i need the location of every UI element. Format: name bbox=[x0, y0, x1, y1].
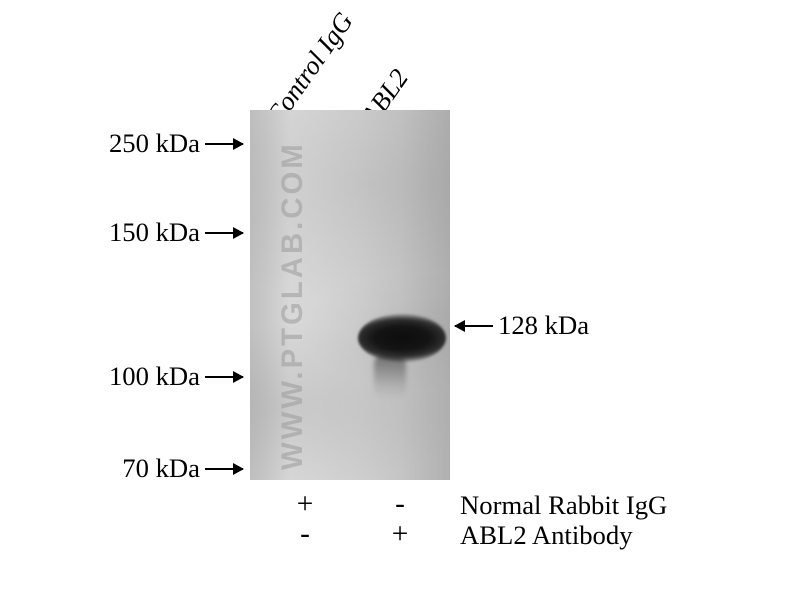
marker-100: 100 kDa bbox=[100, 361, 200, 392]
band-abl2-tail bbox=[374, 354, 406, 398]
marker-70-arrow bbox=[205, 468, 243, 470]
watermark-text: WWW.PTGLAB.COM bbox=[276, 141, 310, 470]
cond-label-r2: ABL2 Antibody bbox=[460, 520, 633, 551]
cond-sign-r1c1: + bbox=[285, 488, 325, 521]
observed-arrow bbox=[455, 325, 493, 327]
marker-150-arrow bbox=[205, 232, 243, 234]
cond-sign-r2c2: + bbox=[380, 518, 420, 551]
marker-100-arrow bbox=[205, 376, 243, 378]
cond-label-r1: Normal Rabbit IgG bbox=[460, 490, 667, 521]
cond-sign-r1c2: - bbox=[380, 488, 420, 521]
blot-membrane: WWW.PTGLAB.COM bbox=[250, 110, 450, 480]
marker-250-arrow bbox=[205, 143, 243, 145]
figure-container: Control IgG ABL2 WWW.PTGLAB.COM 250 kDa … bbox=[60, 10, 740, 590]
marker-70: 70 kDa bbox=[100, 453, 200, 484]
marker-150: 150 kDa bbox=[100, 217, 200, 248]
cond-sign-r2c1: - bbox=[285, 518, 325, 551]
observed-label: 128 kDa bbox=[498, 310, 589, 341]
marker-250: 250 kDa bbox=[100, 128, 200, 159]
band-abl2 bbox=[358, 314, 446, 362]
